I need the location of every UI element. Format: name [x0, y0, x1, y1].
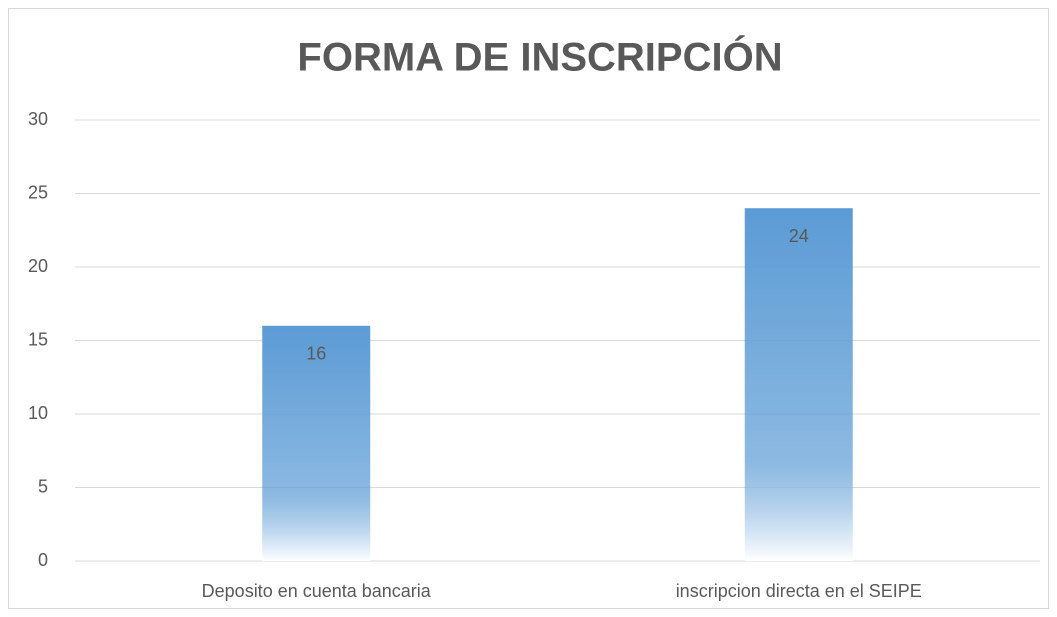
- bar: [262, 325, 371, 561]
- data-label: 16: [306, 344, 326, 364]
- y-tick-label: 20: [28, 256, 48, 276]
- y-tick-label: 30: [28, 109, 48, 129]
- y-tick-label: 0: [38, 550, 48, 570]
- y-tick-label: 15: [28, 329, 48, 349]
- chart-border: [8, 8, 1049, 609]
- y-tick-label: 10: [28, 403, 48, 423]
- y-tick-label: 5: [38, 476, 48, 496]
- x-tick-label: inscripcion directa en el SEIPE: [676, 581, 922, 601]
- bar: [744, 208, 853, 561]
- x-tick-label: Deposito en cuenta bancaria: [202, 581, 432, 601]
- data-label: 24: [789, 226, 809, 246]
- chart-title: FORMA DE INSCRIPCIÓN: [297, 34, 782, 80]
- y-tick-label: 25: [28, 182, 48, 202]
